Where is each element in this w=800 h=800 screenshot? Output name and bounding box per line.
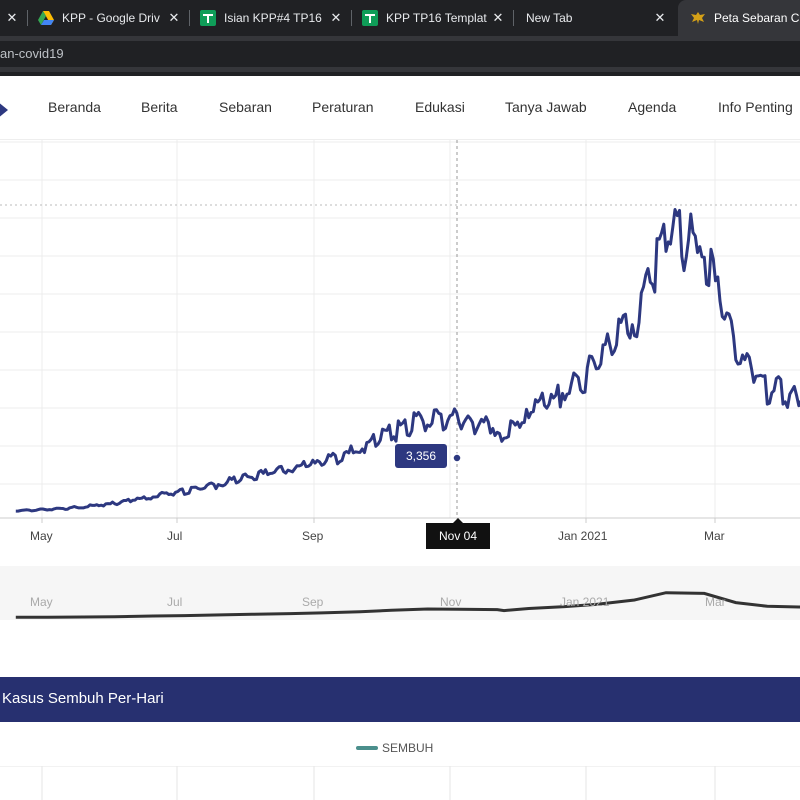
- close-icon[interactable]: ✕: [330, 10, 342, 25]
- tab-kpp-template[interactable]: KPP TP16 Templat ✕: [352, 0, 514, 36]
- tab-title: Peta Sebaran CO: [714, 11, 800, 25]
- section-banner: Kasus Sembuh Per-Hari: [0, 677, 800, 722]
- tab-divider: [27, 10, 28, 26]
- hover-point[interactable]: [452, 453, 462, 463]
- legend-label: SEMBUH: [382, 741, 434, 755]
- recovered-cases-chart: [0, 766, 800, 800]
- nav-agenda[interactable]: Agenda: [628, 99, 677, 115]
- navigator-tick-label: Nov: [440, 595, 462, 609]
- garuda-icon: [691, 12, 705, 24]
- browser-tab-strip: ✕ KPP - Google Driv ✕ Isian KPP#4 TP16 ✕…: [0, 0, 800, 36]
- toolbar-divider: [0, 72, 800, 76]
- tab-title: Isian KPP#4 TP16: [224, 11, 322, 25]
- x-tick-label: Jan 2021: [558, 529, 608, 543]
- navigator-tick-label: Jan 2021: [560, 595, 610, 609]
- nav-berita[interactable]: Berita: [141, 99, 178, 115]
- tab-title: KPP - Google Driv: [62, 11, 160, 25]
- tab-divider: [513, 10, 514, 26]
- site-logo-icon[interactable]: [0, 92, 8, 128]
- google-drive-icon: [38, 11, 54, 25]
- tab-title: New Tab: [526, 11, 573, 25]
- value-tooltip: 3,356: [395, 444, 447, 468]
- legend-swatch: [356, 746, 378, 750]
- x-tick-label: May: [30, 529, 53, 543]
- tab-kpp-google-drive[interactable]: KPP - Google Driv ✕: [28, 0, 190, 36]
- tab-peta-sebaran[interactable]: Peta Sebaran CO: [678, 0, 800, 36]
- x-tick-label: Jul: [167, 529, 183, 543]
- navigator-series-line: [15, 591, 800, 619]
- tab-divider: [189, 10, 190, 26]
- daily-cases-chart: [0, 140, 800, 620]
- nav-info-penting[interactable]: Info Penting: [718, 99, 793, 115]
- chart-legend[interactable]: SEMBUH: [356, 741, 433, 755]
- x-tick-label: Mar: [704, 529, 725, 543]
- close-icon[interactable]: ✕: [6, 10, 18, 25]
- address-bar: an-covid19: [0, 36, 800, 72]
- x-tick-label: Sep: [302, 529, 324, 543]
- tab-isian-kpp[interactable]: Isian KPP#4 TP16 ✕: [190, 0, 352, 36]
- close-icon[interactable]: ✕: [492, 10, 504, 25]
- navigator-tick-label: Sep: [302, 595, 324, 609]
- nav-peraturan[interactable]: Peraturan: [312, 99, 374, 115]
- nav-beranda[interactable]: Beranda: [48, 99, 101, 115]
- crosshair-x-label: Nov 04: [426, 518, 490, 549]
- url-box[interactable]: [0, 41, 800, 67]
- site-navbar: Beranda Berita Sebaran Peraturan Edukasi…: [0, 76, 800, 140]
- navigator-tick-label: Jul: [167, 595, 183, 609]
- close-icon[interactable]: ✕: [654, 10, 666, 25]
- url-text[interactable]: an-covid19: [0, 46, 64, 61]
- nav-sebaran[interactable]: Sebaran: [219, 99, 272, 115]
- close-icon[interactable]: ✕: [168, 10, 180, 25]
- series-line[interactable]: [15, 208, 800, 513]
- x-axis-ticks: [41, 518, 716, 523]
- nav-tanya-jawab[interactable]: Tanya Jawab: [505, 99, 587, 115]
- navigator-tick-label: Mar: [705, 595, 726, 609]
- google-sheets-icon: [362, 10, 378, 26]
- section-title: Kasus Sembuh Per-Hari: [2, 690, 164, 707]
- tab-previous[interactable]: ✕: [0, 0, 28, 36]
- navigator-tick-label: May: [30, 595, 53, 609]
- tab-new-tab[interactable]: New Tab ✕: [514, 0, 676, 36]
- tab-title: KPP TP16 Templat: [386, 11, 487, 25]
- google-sheets-icon: [200, 10, 216, 26]
- nav-edukasi[interactable]: Edukasi: [415, 99, 465, 115]
- tab-divider: [351, 10, 352, 26]
